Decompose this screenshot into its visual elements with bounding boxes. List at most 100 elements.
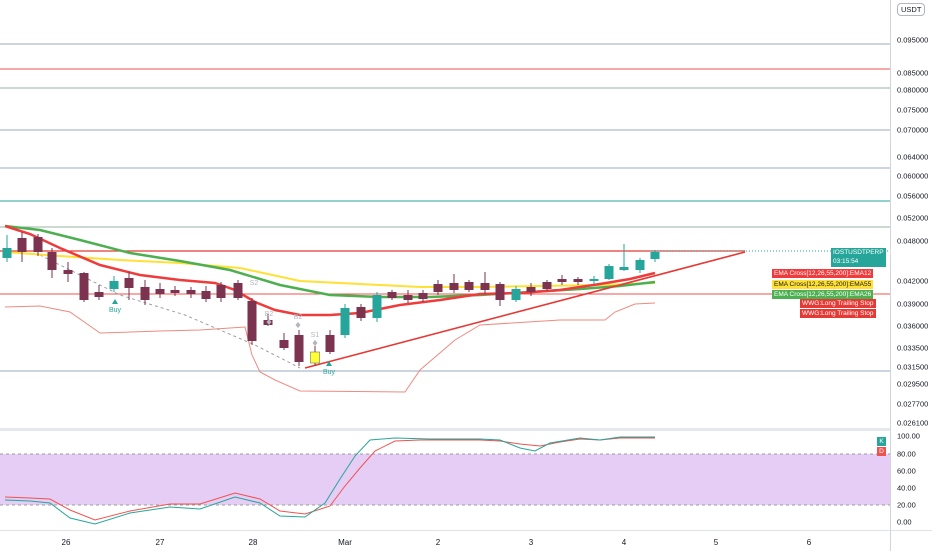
price-tick: 0.052000 — [897, 213, 929, 223]
stoch-k-line — [4, 436, 655, 525]
price-tick: 0.026100 — [897, 418, 929, 428]
main-chart-pane[interactable]: Buy Buy B2 B2 S1 S2 — [0, 0, 890, 428]
candle-body — [63, 270, 73, 274]
last-price-tag: IOSTUSDTPERP · 0.046227 03:15:54 — [831, 248, 917, 267]
bar-countdown: 03:15:54 — [833, 258, 859, 265]
ema12-label: EMA Cross[12,26,55,200]:EMA12 — [772, 269, 874, 278]
candle-body — [109, 281, 119, 289]
osc-tick: 60.00 — [897, 466, 916, 476]
symbol-label: IOSTUSDTPERP — [833, 249, 884, 256]
time-tick: 3 — [528, 538, 534, 547]
candle-body — [650, 252, 660, 259]
candle-body — [186, 290, 196, 294]
k-line-badge: K — [877, 437, 886, 446]
candle-body — [403, 295, 413, 300]
oscillator-pane[interactable] — [0, 431, 890, 530]
candle-body — [247, 301, 257, 341]
oscillator-svg[interactable] — [0, 431, 890, 530]
price-axis[interactable]: 0.095000 0.085000 0.080000 0.075000 0.070000… — [890, 0, 932, 530]
candle-body — [294, 335, 304, 362]
candle-body — [433, 284, 443, 292]
candle-body — [589, 279, 599, 281]
price-tick: 0.039000 — [897, 299, 929, 309]
stoch-d-line — [4, 437, 655, 521]
price-tick: 0.064000 — [897, 152, 929, 162]
signal-marker-label: B2 — [294, 314, 303, 321]
osc-tick: 80.00 — [897, 449, 916, 459]
price-tick: 0.029500 — [897, 379, 929, 389]
candle-body — [279, 340, 289, 348]
signal-marker-label: S2 — [250, 280, 259, 287]
signal-diamond-icon — [295, 322, 301, 328]
candle-body — [356, 307, 366, 318]
dashed-trend — [39, 254, 301, 369]
time-tick: 27 — [155, 538, 165, 547]
signal-marker-label: Buy — [323, 369, 336, 376]
candle-body — [216, 285, 226, 298]
time-tick: 6 — [806, 538, 812, 547]
trailing-stop-lower — [4, 302, 656, 393]
candle-body — [33, 237, 43, 252]
time-tick: 28 — [248, 538, 258, 547]
price-tick: 0.080000 — [897, 85, 929, 95]
candle-body — [325, 335, 335, 352]
candle-body — [47, 252, 57, 270]
candle-body — [526, 287, 536, 292]
time-tick: 26 — [61, 538, 71, 547]
time-axis[interactable]: 26 27 28 Mar 2 3 4 5 6 — [0, 530, 890, 551]
candle-body — [79, 273, 89, 300]
trailing-stop-label-2: WWG:Long Trailing Stop — [800, 309, 876, 318]
currency-selector[interactable]: USDT — [897, 3, 926, 16]
candle-body — [542, 282, 552, 289]
signal-marker-label: Buy — [109, 307, 122, 314]
buy-arrow-icon — [326, 361, 332, 366]
price-tick: 0.060000 — [897, 171, 929, 181]
price-tick: 0.048000 — [897, 236, 929, 246]
candle-body — [495, 284, 505, 300]
osc-tick: 40.00 — [897, 483, 916, 493]
candle-body — [372, 295, 382, 318]
price-tick: 0.085000 — [897, 68, 929, 78]
stoch-band — [0, 454, 890, 505]
candle-body — [387, 292, 397, 298]
buy-arrow-icon — [112, 299, 118, 304]
candle-body — [17, 238, 27, 252]
axis-corner — [890, 530, 932, 551]
candle-body — [140, 287, 150, 300]
price-tick: 0.056000 — [897, 191, 929, 201]
candle-body — [557, 279, 567, 282]
candle-body — [2, 248, 12, 258]
candle-body — [124, 278, 134, 288]
trendline — [304, 251, 746, 369]
osc-tick: 100.00 — [897, 431, 920, 441]
signal-diamond-icon — [266, 319, 272, 325]
candle-body — [201, 291, 211, 299]
pane-divider[interactable] — [0, 428, 932, 431]
signal-diamond-icon — [312, 340, 318, 346]
candle-body — [155, 289, 165, 294]
candle-body — [449, 283, 459, 290]
candle-body — [170, 290, 180, 293]
time-tick: 4 — [621, 538, 627, 547]
time-tick: Mar — [338, 538, 352, 547]
price-tick: 0.036000 — [897, 321, 929, 331]
candle-body — [573, 279, 583, 282]
candle-body — [604, 266, 614, 279]
candle-body — [464, 282, 474, 290]
osc-tick: 20.00 — [897, 500, 916, 510]
candle-body — [233, 283, 243, 298]
price-tick: 0.033500 — [897, 343, 929, 353]
last-price: 0.046227 — [889, 249, 917, 256]
trailing-stop-label-1: WWG:Long Trailing Stop — [800, 299, 876, 308]
time-tick: 5 — [713, 538, 719, 547]
candle-body — [94, 292, 104, 297]
ema26-label: EMA Cross[12,26,55,200]:EMA26 — [772, 290, 874, 299]
main-chart-svg[interactable]: Buy Buy B2 B2 S1 S2 — [0, 0, 890, 428]
price-tick: 0.031500 — [897, 362, 929, 372]
time-tick: 2 — [435, 538, 441, 547]
price-tick: 0.075000 — [897, 105, 929, 115]
highlighted-candle — [310, 351, 320, 364]
signal-marker-label: S1 — [311, 332, 320, 339]
candle-body — [635, 260, 645, 270]
price-tick: 0.027700 — [897, 399, 929, 409]
